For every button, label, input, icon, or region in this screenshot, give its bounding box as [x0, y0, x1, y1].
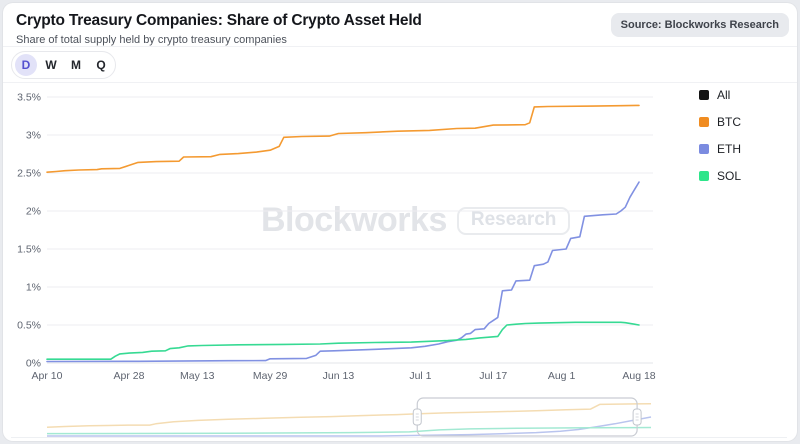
- series-line-eth: [46, 181, 640, 363]
- legend-swatch-all: [699, 90, 709, 100]
- x-tick-label: Apr 10: [32, 370, 63, 382]
- y-tick-label: 3.5%: [17, 92, 41, 104]
- interval-button-d[interactable]: D: [15, 53, 37, 76]
- legend-label: BTC: [717, 115, 741, 129]
- line-chart-plot[interactable]: 0% 0.5% 1% 1.5% 2% 2.5% 3% 3.5% Apr 10 Apr 28 May …: [3, 83, 795, 389]
- y-tick-label: 3%: [26, 130, 41, 142]
- x-tick-label: May 29: [253, 370, 288, 382]
- series-line-sol: [46, 321, 640, 360]
- chart-legend: All BTC ETH SOL: [699, 88, 741, 183]
- x-tick-label: Jul 1: [409, 370, 431, 382]
- minimap-line-eth: [47, 416, 652, 437]
- minimap-plot[interactable]: [3, 389, 795, 441]
- interval-button-w[interactable]: W: [40, 54, 62, 76]
- navigator-minimap: [3, 389, 797, 441]
- interval-button-q[interactable]: Q: [90, 54, 112, 76]
- legend-swatch-sol: [699, 171, 709, 181]
- page-subtitle: Share of total supply held by crypto tre…: [16, 33, 287, 46]
- interval-button-m[interactable]: M: [65, 54, 87, 76]
- y-tick-label: 2.5%: [17, 168, 41, 180]
- x-tick-label: Aug 18: [622, 370, 655, 382]
- x-tick-label: Jul 17: [479, 370, 507, 382]
- legend-label: All: [717, 88, 731, 102]
- page-title: Crypto Treasury Companies: Share of Cryp…: [16, 12, 422, 29]
- x-tick-label: May 13: [180, 370, 215, 382]
- chart-card: Crypto Treasury Companies: Share of Cryp…: [3, 3, 797, 441]
- series-line-btc: [46, 104, 640, 173]
- y-tick-label: 0.5%: [17, 320, 41, 332]
- legend-label: ETH: [717, 142, 741, 156]
- legend-swatch-eth: [699, 144, 709, 154]
- legend-item-all[interactable]: All: [699, 88, 741, 102]
- y-tick-label: 1.5%: [17, 244, 41, 256]
- source-badge: Source: Blockworks Research: [610, 13, 789, 37]
- y-tick-label: 0%: [26, 358, 41, 370]
- x-tick-label: Apr 28: [114, 370, 145, 382]
- x-tick-label: Aug 1: [548, 370, 576, 382]
- minimap-line-sol: [46, 426, 652, 435]
- minimap-line-btc: [46, 402, 652, 428]
- legend-item-sol[interactable]: SOL: [699, 169, 741, 183]
- legend-label: SOL: [717, 169, 742, 183]
- legend-swatch-btc: [699, 117, 709, 127]
- y-tick-label: 1%: [26, 282, 41, 294]
- legend-item-btc[interactable]: BTC: [699, 115, 741, 129]
- y-tick-label: 2%: [26, 206, 41, 218]
- header-text: Crypto Treasury Companies: Share of Cryp…: [16, 12, 422, 46]
- legend-item-eth[interactable]: ETH: [699, 142, 741, 156]
- chart-area: Blockworks Research 0% 0.5% 1% 1.5% 2% 2.5% 3%…: [3, 83, 797, 389]
- header: Crypto Treasury Companies: Share of Cryp…: [3, 3, 797, 47]
- x-tick-label: Jun 13: [323, 370, 355, 382]
